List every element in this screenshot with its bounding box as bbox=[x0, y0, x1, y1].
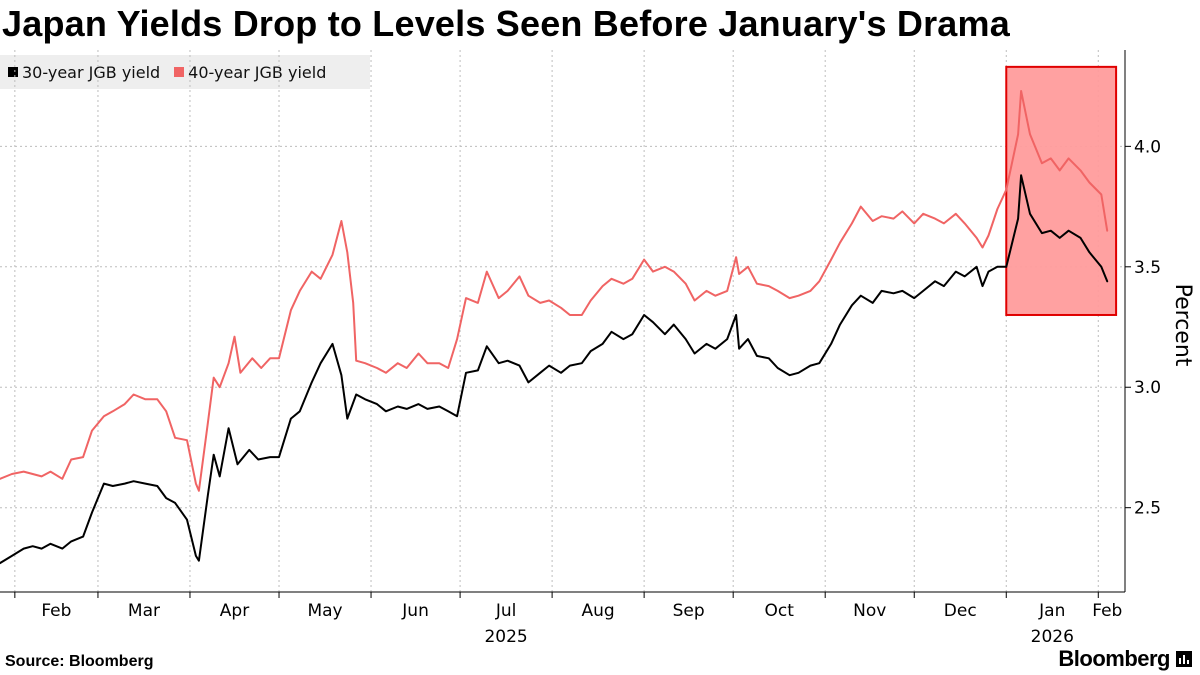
axes: 2.5 3.0 3.5 4.0 Feb Mar Apr May Jun Jul Aug Sep Oct N… bbox=[0, 50, 1161, 647]
x-tick-label: Mar bbox=[128, 601, 160, 621]
x-tick-label: Aug bbox=[582, 601, 615, 621]
legend-item-30y[interactable]: 30-year JGB yield bbox=[8, 63, 160, 82]
x-tick-label: May bbox=[307, 601, 342, 621]
x-tick-label: Sep bbox=[673, 601, 705, 621]
x-tick-label: Nov bbox=[853, 601, 886, 621]
y-axis-label: Percent bbox=[1170, 284, 1195, 367]
legend-label-40y: 40-year JGB yield bbox=[188, 62, 327, 82]
series-line-30y bbox=[0, 174, 1109, 565]
bar-chart-icon bbox=[1176, 651, 1192, 667]
brand-name: Bloomberg bbox=[1058, 646, 1170, 671]
x-tick-label: Jun bbox=[401, 601, 429, 621]
y-tick-label: 4.0 bbox=[1134, 137, 1161, 157]
series-line-40y bbox=[0, 90, 1109, 492]
x-year-label: 2025 bbox=[484, 627, 527, 647]
x-tick-label: Apr bbox=[220, 601, 249, 621]
x-tick-label: Oct bbox=[764, 601, 794, 621]
grid bbox=[0, 50, 1125, 592]
brand-logo: Bloomberg bbox=[1058, 646, 1192, 672]
legend-swatch-40y bbox=[174, 67, 185, 77]
highlight-region bbox=[1005, 65, 1118, 316]
series-lines bbox=[0, 90, 1109, 565]
chart-title: Japan Yields Drop to Levels Seen Before … bbox=[2, 3, 1010, 44]
source-note: Source: Bloomberg bbox=[5, 653, 154, 670]
x-tick-label: Feb bbox=[1092, 601, 1122, 621]
x-year-label: 2026 bbox=[1031, 627, 1074, 647]
x-tick-label: Jul bbox=[495, 601, 517, 621]
x-tick-label: Dec bbox=[944, 601, 977, 621]
legend-label-30y: 30-year JGB yield bbox=[22, 62, 161, 82]
y-tick-label: 3.5 bbox=[1134, 258, 1161, 278]
x-tick-label: Jan bbox=[1038, 601, 1065, 621]
legend-swatch-30y bbox=[8, 67, 18, 77]
legend-item-40y[interactable]: 40-year JGB yield bbox=[174, 63, 326, 82]
legend: 30-year JGB yield 40-year JGB yield bbox=[0, 55, 370, 89]
y-tick-label: 3.0 bbox=[1134, 378, 1161, 398]
x-tick-label: Feb bbox=[41, 601, 71, 621]
y-tick-label: 2.5 bbox=[1134, 499, 1161, 519]
highlight-box bbox=[1005, 65, 1118, 316]
